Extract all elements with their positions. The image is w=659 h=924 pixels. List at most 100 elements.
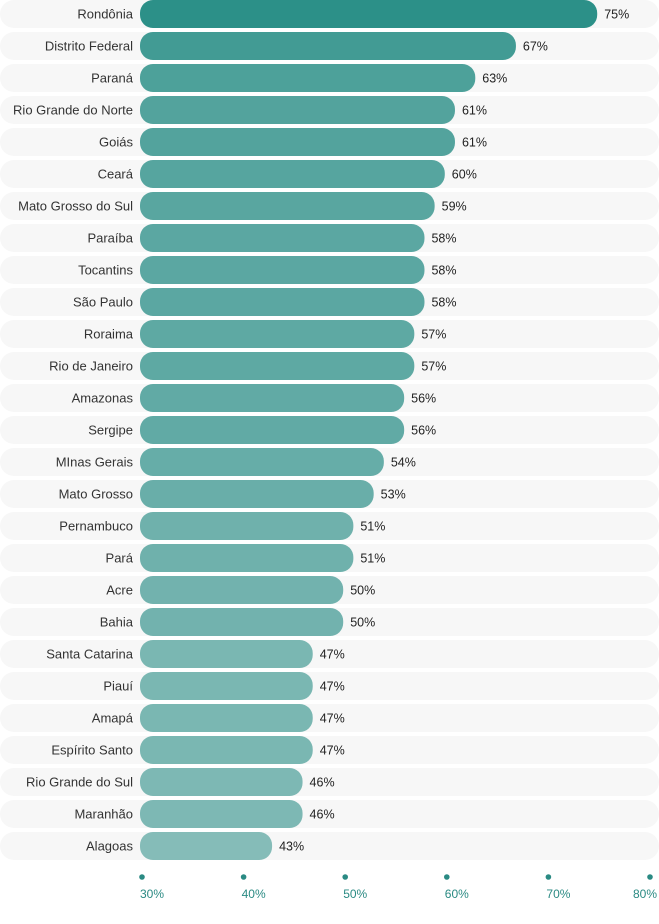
bar-row: Rio Grande do Norte 61% — [0, 96, 659, 124]
value-label: 50% — [350, 616, 375, 630]
category-label: Pará — [106, 551, 134, 566]
value-label: 53% — [381, 488, 406, 502]
category-label: Tocantins — [78, 263, 133, 278]
value-label: 46% — [310, 808, 335, 822]
category-label: Rio Grande do Sul — [26, 775, 133, 790]
value-label: 75% — [604, 8, 629, 22]
value-label: 43% — [279, 840, 304, 854]
bar-row: Alagoas 43% — [0, 832, 659, 860]
x-tick-label: 70% — [546, 887, 570, 901]
bar — [140, 416, 405, 444]
value-label: 61% — [462, 136, 487, 150]
bar — [140, 736, 313, 764]
bar-row: São Paulo 58% — [0, 288, 659, 316]
value-label: 47% — [320, 744, 345, 758]
category-label: Ceará — [98, 167, 134, 182]
value-label: 47% — [320, 680, 345, 694]
category-label: Sergipe — [88, 423, 133, 438]
bar — [140, 160, 445, 188]
category-label: Santa Catarina — [46, 647, 133, 662]
bar — [140, 192, 435, 220]
bar-row: Mato Grosso do Sul 59% — [0, 192, 659, 220]
bar — [140, 480, 374, 508]
bar-row: Sergipe 56% — [0, 416, 659, 444]
value-label: 61% — [462, 104, 487, 118]
value-label: 58% — [431, 296, 456, 310]
bar — [140, 96, 455, 124]
bar — [140, 576, 344, 604]
bar — [140, 32, 516, 60]
category-label: Rio de Janeiro — [49, 359, 133, 374]
bar-row: Distrito Federal 67% — [0, 32, 659, 60]
bar — [140, 544, 354, 572]
bar-row: Bahia 50% — [0, 608, 659, 636]
category-label: Mato Grosso — [59, 487, 133, 502]
tick-dot — [342, 874, 349, 880]
category-label: Bahia — [100, 615, 134, 630]
value-label: 50% — [350, 584, 375, 598]
category-label: Acre — [106, 583, 133, 598]
value-label: 57% — [421, 360, 446, 374]
bar — [140, 64, 476, 92]
bar-row: Pará 51% — [0, 544, 659, 572]
bar-row: Ceará 60% — [0, 160, 659, 188]
x-tick: 40% — [240, 874, 266, 901]
bar — [140, 640, 313, 668]
bar — [140, 288, 425, 316]
category-label: Goiás — [99, 135, 133, 150]
x-tick-label: 30% — [140, 887, 164, 901]
tick-dot — [647, 874, 653, 880]
category-label: Maranhão — [74, 807, 133, 822]
value-label: 46% — [310, 776, 335, 790]
category-label: São Paulo — [73, 295, 133, 310]
bar — [140, 768, 303, 796]
bar — [140, 672, 313, 700]
value-label: 54% — [391, 456, 416, 470]
bar-row: Mato Grosso 53% — [0, 480, 659, 508]
bar-row: Pernambuco 51% — [0, 512, 659, 540]
category-label: Piauí — [103, 679, 133, 694]
bar-row: Goiás 61% — [0, 128, 659, 156]
category-label: Amapá — [92, 711, 134, 726]
value-label: 58% — [431, 232, 456, 246]
bar — [140, 832, 273, 860]
bar-row: Rondônia 75% — [0, 0, 659, 28]
x-tick-label: 60% — [445, 887, 469, 901]
bar-row: Paraíba 58% — [0, 224, 659, 252]
value-label: 56% — [411, 424, 436, 438]
value-label: 58% — [431, 264, 456, 278]
bar — [140, 448, 384, 476]
value-label: 63% — [482, 72, 507, 86]
bar-row: MInas Gerais 54% — [0, 448, 659, 476]
category-label: Mato Grosso do Sul — [18, 199, 133, 214]
category-label: Paraíba — [87, 231, 133, 246]
bar — [140, 352, 415, 380]
value-label: 59% — [442, 200, 467, 214]
x-tick: 30% — [139, 874, 164, 901]
value-label: 60% — [452, 168, 477, 182]
chart-rows: Rondônia 75% Distrito Federal 67% Paraná 63% R… — [0, 0, 659, 860]
value-label: 67% — [523, 40, 548, 54]
bar — [140, 224, 425, 252]
value-label: 47% — [320, 648, 345, 662]
bar — [140, 512, 354, 540]
tick-dot — [545, 874, 552, 880]
category-label: Distrito Federal — [45, 39, 133, 54]
bar — [140, 800, 303, 828]
category-label: Espírito Santo — [51, 743, 133, 758]
bar-row: Acre 50% — [0, 576, 659, 604]
bar-row: Espírito Santo 47% — [0, 736, 659, 764]
value-label: 47% — [320, 712, 345, 726]
category-label: Alagoas — [86, 839, 133, 854]
category-label: Roraima — [84, 327, 134, 342]
bar-row: Santa Catarina 47% — [0, 640, 659, 668]
category-label: Rondônia — [77, 7, 133, 22]
value-label: 56% — [411, 392, 436, 406]
bar-row: Amapá 47% — [0, 704, 659, 732]
value-label: 57% — [421, 328, 446, 342]
category-label: Pernambuco — [59, 519, 133, 534]
bar-row: Paraná 63% — [0, 64, 659, 92]
bar — [140, 256, 425, 284]
x-tick: 60% — [444, 874, 469, 901]
